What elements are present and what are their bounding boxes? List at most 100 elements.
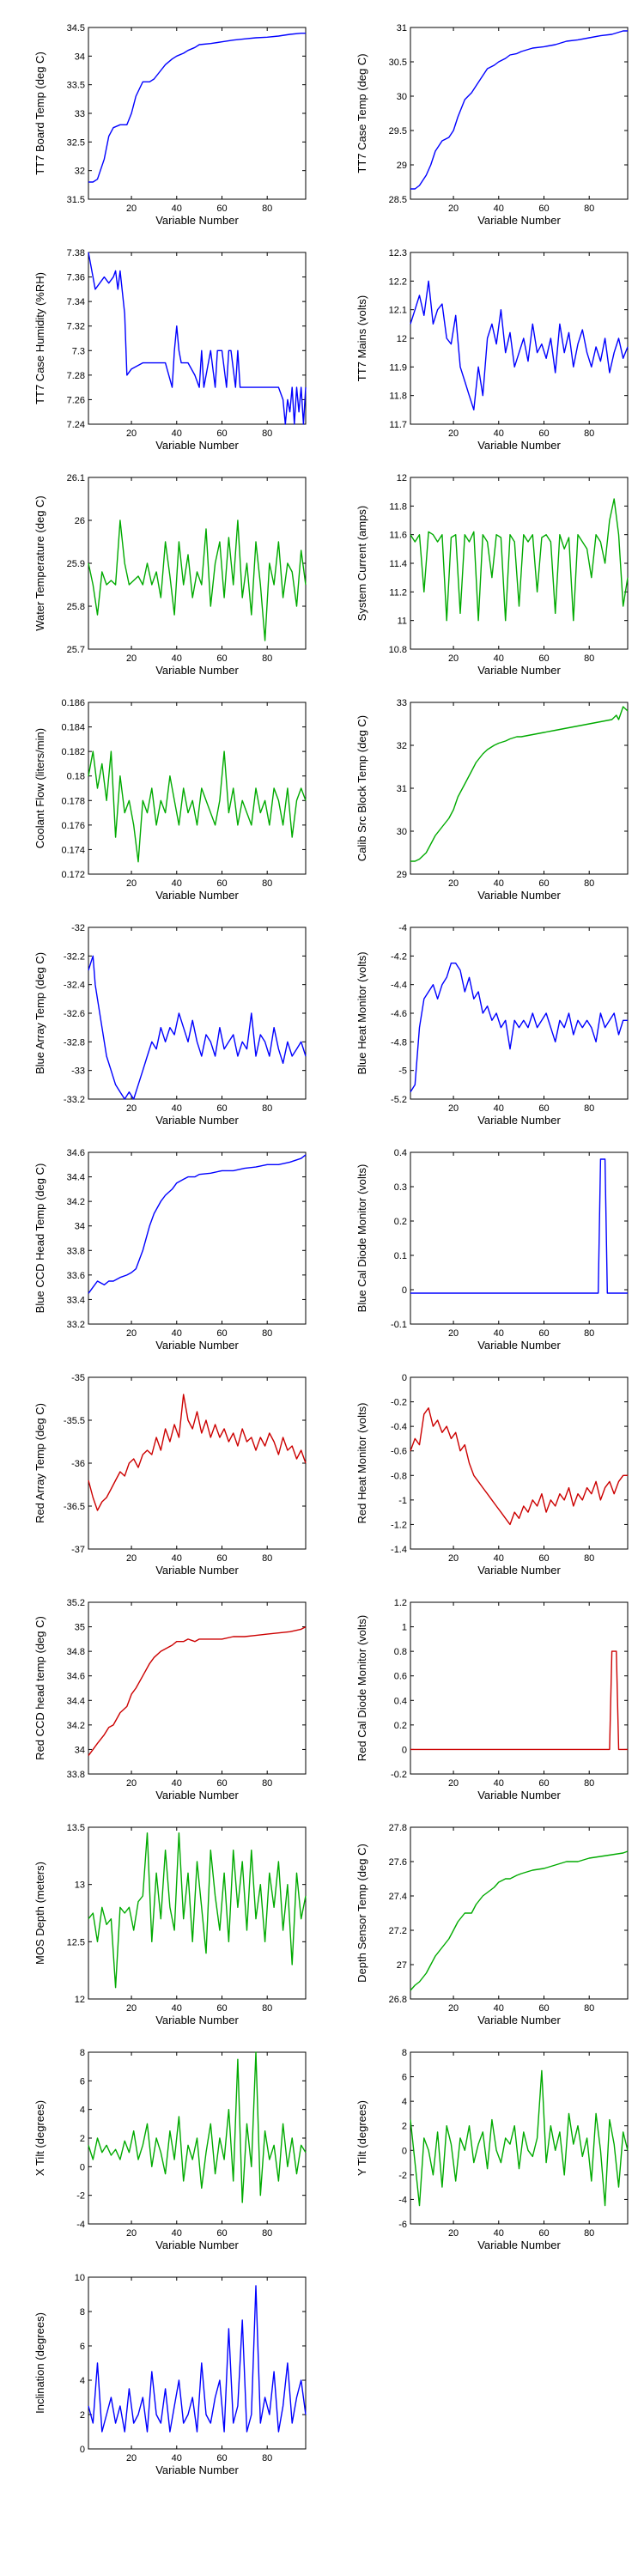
y-tick-label: -1.2 <box>391 1520 407 1530</box>
x-tick-label: 20 <box>126 2228 137 2239</box>
y-tick-label: 29 <box>397 870 407 880</box>
y-tick-label: 2 <box>80 2134 85 2144</box>
y-tick-label: 12.5 <box>67 1937 85 1947</box>
y-tick-label: 26 <box>75 516 85 526</box>
y-tick-label: -4 <box>76 2220 85 2230</box>
y-tick-label: -36.5 <box>64 1502 85 1512</box>
x-tick-label: 20 <box>448 653 459 664</box>
y-tick-label: 10 <box>75 2273 85 2283</box>
series-line <box>88 955 307 1100</box>
chart-panel: 31.5 32 32.5 33 33.5 34 34.5 20 40 60 80 Variable N… <box>33 23 307 227</box>
series-line <box>410 706 629 862</box>
x-tick-label: 40 <box>172 1328 182 1339</box>
y-axis-label: TT7 Case Humidity (%RH) <box>33 272 46 404</box>
y-tick-label: 26.1 <box>67 473 85 483</box>
y-tick-label: 7.26 <box>67 395 85 405</box>
x-axis-label: Variable Number <box>155 1339 239 1352</box>
y-tick-label: 25.9 <box>67 559 85 569</box>
x-tick-label: 60 <box>538 1328 549 1339</box>
y-tick-label: 1 <box>402 1623 407 1633</box>
y-tick-label: -0.6 <box>391 1447 407 1457</box>
y-axis-label: X Tilt (degrees) <box>33 2100 46 2176</box>
x-tick-label: 20 <box>448 2228 459 2239</box>
y-tick-label: 6 <box>80 2342 85 2352</box>
chart-panel: -37 -36.5 -36 -35.5 -35 20 40 60 80 Variable Numb… <box>33 1373 307 1577</box>
y-tick-label: 12.3 <box>389 248 407 258</box>
y-axis-label: Blue Array Temp (deg C) <box>33 952 46 1074</box>
y-tick-label: -35 <box>71 1373 85 1383</box>
y-axis-label: Coolant Flow (liters/min) <box>33 728 46 848</box>
series-line <box>410 1407 628 1526</box>
y-tick-label: 35 <box>75 1623 85 1633</box>
y-tick-label: 34.2 <box>67 1197 85 1207</box>
y-tick-label: 34 <box>75 1222 85 1232</box>
y-tick-label: 0.172 <box>61 870 85 880</box>
x-tick-label: 40 <box>172 878 182 889</box>
y-tick-label: 33 <box>397 698 407 708</box>
y-tick-label: -2 <box>398 2171 407 2181</box>
x-tick-label: 40 <box>494 2003 504 2014</box>
y-tick-label: 26.8 <box>389 1995 407 2005</box>
x-tick-label: 20 <box>448 878 459 889</box>
axes-frame <box>410 1376 629 1550</box>
y-tick-label: 8 <box>80 2048 85 2058</box>
y-tick-label: 27.8 <box>389 1823 407 1833</box>
chart-panel: -5.2 -5 -4.8 -4.6 -4.4 -4.2 -4 20 40 60 80 Variable… <box>355 923 629 1127</box>
x-tick-label: 60 <box>216 1328 227 1339</box>
x-axis-label: Variable Number <box>477 1564 561 1577</box>
x-tick-label: 80 <box>584 1103 594 1114</box>
y-tick-label: 6 <box>80 2076 85 2087</box>
y-tick-label: 34.5 <box>67 23 85 33</box>
x-tick-label: 40 <box>494 1328 504 1339</box>
axes-frame <box>88 477 307 650</box>
chart-panel: 0.172 0.174 0.176 0.178 0.18 0.182 0.184 0.186 2… <box>33 698 307 902</box>
axes-frame <box>88 2276 307 2450</box>
y-tick-label: 0 <box>402 1745 407 1755</box>
x-tick-label: 80 <box>584 1778 594 1789</box>
series-line <box>88 750 307 863</box>
x-tick-label: 20 <box>126 1328 137 1339</box>
series-line <box>88 1394 307 1511</box>
y-axis-label: Blue Heat Monitor (volts) <box>355 951 368 1074</box>
y-tick-label: -32.8 <box>64 1037 85 1048</box>
y-tick-label: 30 <box>397 92 407 102</box>
x-tick-label: 60 <box>216 428 227 439</box>
y-tick-label: 32 <box>75 167 85 177</box>
x-tick-label: 20 <box>448 1103 459 1114</box>
y-tick-label: 7.3 <box>72 346 85 356</box>
x-tick-label: 60 <box>538 653 549 664</box>
y-tick-label: 7.32 <box>67 322 85 332</box>
y-axis-label: System Current (amps) <box>355 506 368 621</box>
y-tick-label: 34 <box>75 52 85 62</box>
y-tick-label: 34.4 <box>67 1696 85 1706</box>
chart-panel: -1.4 -1.2 -1 -0.8 -0.6 -0.4 -0.2 0 20 40 60 80 Varia… <box>355 1373 629 1577</box>
x-tick-label: 40 <box>494 428 504 439</box>
x-axis-label: Variable Number <box>477 889 561 902</box>
y-tick-label: 0 <box>402 1285 407 1296</box>
axes-frame <box>88 252 307 425</box>
y-tick-label: 6 <box>402 2073 407 2083</box>
axes-frame <box>88 1826 307 2000</box>
x-axis-label: Variable Number <box>477 2014 561 2026</box>
y-tick-label: 0.2 <box>394 1721 407 1731</box>
x-tick-label: 60 <box>538 1778 549 1789</box>
x-tick-label: 60 <box>538 878 549 889</box>
y-tick-label: 0.182 <box>61 747 85 757</box>
y-tick-label: 0.3 <box>394 1182 407 1193</box>
x-axis-label: Variable Number <box>477 214 561 227</box>
x-axis-label: Variable Number <box>477 439 561 452</box>
y-tick-label: 11 <box>398 617 407 627</box>
series-line <box>88 519 307 641</box>
y-tick-label: 30 <box>397 827 407 837</box>
x-tick-label: 20 <box>448 204 459 214</box>
y-tick-label: 11.8 <box>389 501 407 512</box>
series-line <box>410 1158 628 1294</box>
x-tick-label: 20 <box>448 1328 459 1339</box>
x-tick-label: 40 <box>494 1553 504 1564</box>
x-tick-label: 80 <box>262 2003 272 2014</box>
x-tick-label: 20 <box>126 2003 137 2014</box>
x-tick-label: 40 <box>172 204 182 214</box>
y-tick-label: 30.5 <box>389 58 407 68</box>
chart-panel: 33.2 33.4 33.6 33.8 34 34.2 34.4 34.6 20 40 60 80 Va… <box>33 1148 307 1352</box>
